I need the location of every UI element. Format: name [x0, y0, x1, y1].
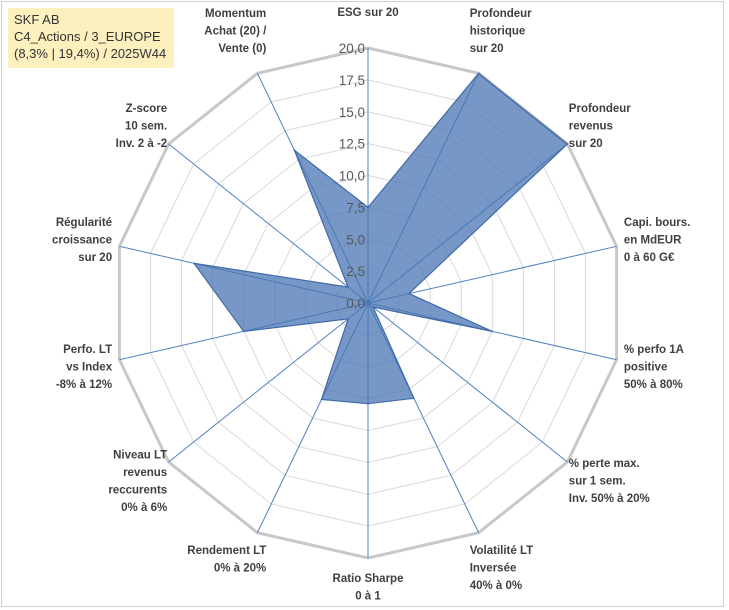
- axis-label-7-line-1: 0 à 1: [355, 591, 381, 603]
- axis-labels: Note ESG sur 20 Profondeur historique sur 20…: [52, 0, 690, 603]
- axis-label-0: Note ESG sur 20: [337, 0, 398, 19]
- spoke-12: [168, 143, 369, 304]
- axis-label-11-line-1: croissance: [52, 235, 112, 247]
- axis-label-13-line-0: Momentum: [205, 8, 266, 20]
- axis-label-0-line-1: ESG sur 20: [337, 7, 398, 19]
- title-line-1: SKF AB: [14, 12, 60, 27]
- axis-label-8-line-1: 0% à 20%: [214, 562, 266, 574]
- data-point-11: [193, 262, 195, 265]
- axis-label-5-line-1: sur 1 sem.: [569, 476, 626, 488]
- data-point-10: [242, 330, 245, 333]
- axis-label-7-line-0: Ratio Sharpe: [333, 573, 404, 585]
- axis-label-2: Profondeur revenus sur 20: [569, 103, 631, 150]
- tick-label-6: 15,0: [339, 105, 365, 120]
- axis-label-9-line-1: revenus: [123, 467, 167, 479]
- tick-label-4: 10,0: [339, 169, 365, 184]
- tick-label-2: 5,0: [346, 232, 365, 247]
- axis-label-4-line-2: 50% à 80%: [624, 379, 683, 391]
- title-box: SKF AB C4_Actions / 3_EUROPE (8,3% | 19,…: [8, 8, 174, 68]
- axis-label-6-line-1: Inversée: [470, 562, 517, 574]
- tick-label-1: 2,5: [346, 264, 365, 279]
- axis-label-4: % perfo 1A positive 50% à 80%: [624, 344, 684, 391]
- data-point-8: [320, 398, 323, 401]
- axis-label-4-line-0: % perfo 1A: [624, 344, 684, 356]
- axis-label-1: Profondeur historique sur 20: [470, 8, 532, 55]
- axis-label-3: Capi. bours. en MdEUR 0 à 60 G€: [624, 217, 690, 264]
- axis-label-6: Volatilité LT Inversée 40% à 0%: [470, 545, 533, 592]
- axis-label-5: % perte max. sur 1 sem. Inv. 50% à 20%: [569, 458, 650, 505]
- radar-series: [192, 72, 569, 405]
- title-line-2: C4_Actions / 3_EUROPE: [14, 29, 161, 44]
- axis-label-11: Régularité croissance sur 20: [52, 217, 112, 264]
- axis-label-6-line-2: 40% à 0%: [470, 580, 522, 592]
- axis-label-5-line-0: % perte max.: [569, 458, 640, 470]
- spoke-9: [168, 302, 369, 463]
- axis-label-13-line-1: Achat (20) /: [204, 26, 267, 38]
- axis-label-2-line-0: Profondeur: [569, 103, 631, 115]
- axis-label-8-line-0: Rendement LT: [187, 545, 266, 557]
- axis-label-12-line-2: Inv. 2 à -2: [116, 138, 168, 150]
- axis-label-9-line-0: Niveau LT: [113, 449, 167, 461]
- tick-label-0: 0,0: [346, 296, 365, 311]
- axis-label-1-line-0: Profondeur: [470, 8, 532, 20]
- axis-label-11-line-0: Régularité: [56, 217, 112, 229]
- data-point-6: [413, 397, 415, 400]
- axis-label-10-line-0: Perfo. LT: [63, 344, 112, 356]
- axis-label-9-line-3: 0% à 6%: [121, 502, 167, 514]
- series-area-0: [192, 72, 569, 405]
- axis-label-3-line-0: Capi. bours.: [624, 217, 690, 229]
- data-point-12: [347, 286, 349, 288]
- axis-label-10-line-2: -8% à 12%: [56, 379, 112, 391]
- axis-label-10-line-1: vs Index: [66, 361, 113, 373]
- axis-label-3-line-2: 0 à 60 G€: [624, 252, 675, 264]
- tick-label-3: 7,5: [346, 200, 365, 215]
- data-point-4: [491, 330, 494, 333]
- tick-label-5: 12,5: [339, 137, 365, 152]
- data-point-5: [372, 306, 374, 308]
- axis-label-12-line-1: 10 sem.: [125, 120, 167, 132]
- axis-label-13-line-2: Vente (0): [218, 43, 266, 55]
- data-point-1: [477, 72, 480, 75]
- axis-label-7: Ratio Sharpe 0 à 1: [333, 573, 404, 603]
- axis-label-1-line-2: sur 20: [470, 43, 504, 55]
- axis-label-10: Perfo. LT vs Index -8% à 12%: [56, 344, 113, 391]
- axis-label-13: Momentum Achat (20) / Vente (0): [204, 8, 267, 55]
- axis-label-3-line-1: en MdEUR: [624, 235, 682, 247]
- axis-label-1-line-1: historique: [470, 26, 526, 38]
- axis-label-9-line-2: reccurents: [108, 484, 167, 496]
- axis-label-12: Z-score 10 sem. Inv. 2 à -2: [116, 103, 168, 150]
- axis-label-9: Niveau LT revenus reccurents 0% à 6%: [108, 449, 167, 514]
- axis-label-11-line-2: sur 20: [78, 252, 112, 264]
- axis-label-4-line-1: positive: [624, 361, 667, 373]
- radial-tick-labels: 0,0 2,5 5,0 7,5 10,0 12,5 15,0 17,5 20,0: [339, 41, 365, 311]
- tick-label-7: 17,5: [339, 73, 365, 88]
- data-point-3: [408, 292, 410, 295]
- data-point-0: [367, 206, 369, 209]
- spoke-5: [367, 302, 568, 463]
- axis-label-8: Rendement LT 0% à 20%: [187, 545, 266, 575]
- data-point-9: [347, 318, 349, 320]
- title-line-3: (8,3% | 19,4%) / 2025W44: [14, 46, 167, 61]
- axis-label-2-line-2: sur 20: [569, 138, 603, 150]
- data-point-13: [293, 149, 296, 151]
- tick-label-8: 20,0: [339, 41, 365, 56]
- data-point-7: [367, 402, 369, 405]
- axis-label-6-line-0: Volatilité LT: [470, 545, 533, 557]
- data-point-2: [566, 143, 569, 145]
- axis-label-2-line-1: revenus: [569, 120, 613, 132]
- axis-label-12-line-0: Z-score: [126, 103, 168, 115]
- axis-label-5-line-2: Inv. 50% à 20%: [569, 493, 650, 505]
- axis-label-0-line-0: Note: [355, 0, 381, 2]
